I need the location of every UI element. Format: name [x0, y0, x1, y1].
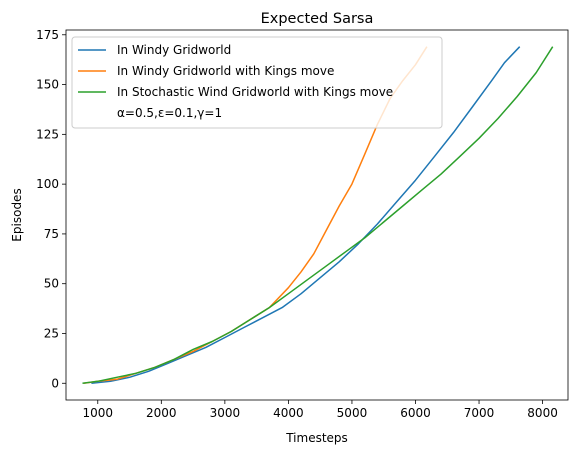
legend-label-1: In Windy Gridworld [117, 43, 231, 57]
y-tick-label: 50 [44, 277, 59, 291]
y-tick-label: 75 [44, 227, 59, 241]
x-tick-label: 6000 [400, 406, 431, 420]
x-axis-label: Timesteps [285, 431, 348, 445]
series-line-1 [91, 46, 521, 385]
plot-frame [65, 29, 569, 401]
y-tick-label: 100 [36, 177, 59, 191]
legend-label-3: In Stochastic Wind Gridworld with Kings … [117, 85, 393, 99]
y-tick-label: 150 [36, 78, 59, 92]
x-tick-label: 8000 [527, 406, 558, 420]
series-line-3 [82, 46, 554, 385]
y-tick-label: 0 [51, 376, 59, 390]
y-tick-label: 125 [36, 127, 59, 141]
y-tick-label: 25 [44, 326, 59, 340]
x-tick-label: 4000 [273, 406, 304, 420]
legend-parameters-label: α=0.5,ε=0.1,γ=1 [117, 106, 222, 120]
x-tick-label: 1000 [82, 406, 113, 420]
x-tick-label: 5000 [337, 406, 368, 420]
y-tick-label: 175 [36, 28, 59, 42]
x-tick-label: 3000 [210, 406, 241, 420]
legend: In Windy Gridworld In Windy Gridworld wit… [71, 36, 443, 129]
chart-title: Expected Sarsa [261, 11, 374, 27]
legend-label-2: In Windy Gridworld with Kings move [117, 64, 334, 78]
legend-box [71, 36, 443, 129]
y-axis-label: Episodes [10, 188, 24, 241]
x-tick-label: 2000 [146, 406, 177, 420]
x-tick-label: 7000 [464, 406, 495, 420]
